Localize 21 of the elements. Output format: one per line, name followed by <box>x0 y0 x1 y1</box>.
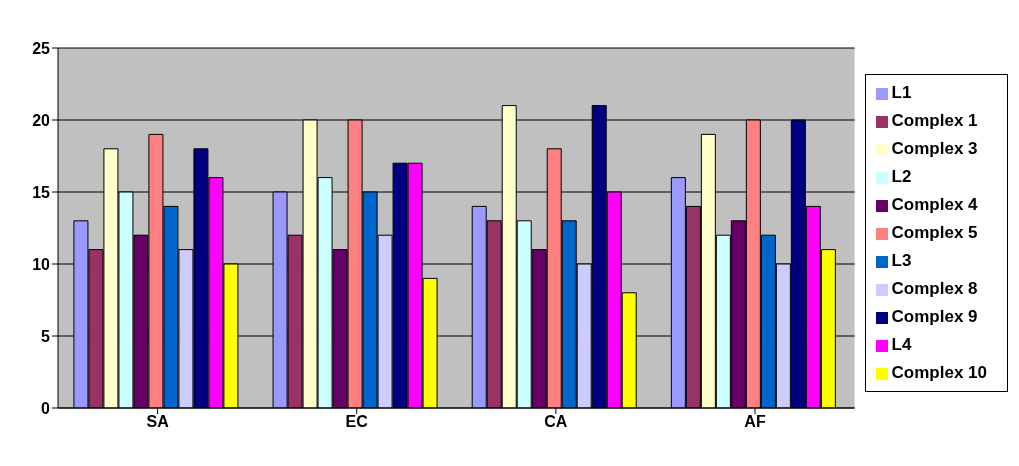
y-tick-label: 25 <box>32 39 51 57</box>
legend-label: Complex 9 <box>891 307 978 326</box>
y-tick-label: 0 <box>41 399 51 417</box>
y-tick-label: 10 <box>32 255 51 273</box>
x-tick-label: SA <box>146 413 170 431</box>
legend-label: Complex 1 <box>891 111 978 130</box>
x-tick-label: AF <box>744 413 766 431</box>
legend-label: L4 <box>891 335 912 354</box>
legend-label: Complex 10 <box>891 363 987 382</box>
y-tick-label: 20 <box>32 111 51 129</box>
legend-label: Complex 5 <box>891 223 978 242</box>
legend-label: L2 <box>891 167 912 186</box>
y-tick-label: 15 <box>32 183 51 201</box>
x-tick-label: EC <box>345 413 369 431</box>
legend-label: Complex 3 <box>891 139 978 158</box>
y-tick-label: 5 <box>41 327 51 345</box>
legend-label: L3 <box>891 251 912 270</box>
legend-label: Complex 8 <box>891 279 978 298</box>
x-tick-label: CA <box>544 413 568 431</box>
legend-label: L1 <box>891 83 912 102</box>
legend-label: Complex 4 <box>891 195 978 214</box>
